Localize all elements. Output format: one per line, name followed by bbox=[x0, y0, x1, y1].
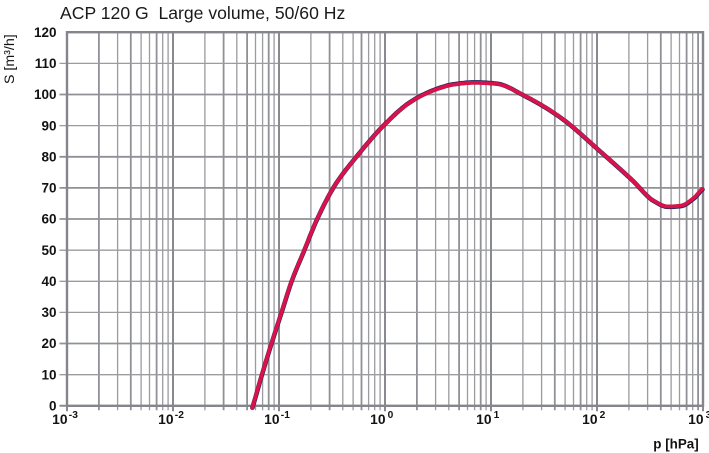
svg-text:80: 80 bbox=[41, 150, 56, 165]
svg-text:20: 20 bbox=[41, 336, 56, 351]
svg-text:p [hPa]: p [hPa] bbox=[653, 437, 698, 452]
svg-text:1: 1 bbox=[494, 410, 500, 421]
svg-text:100: 100 bbox=[34, 87, 57, 102]
svg-text:10: 10 bbox=[688, 412, 704, 427]
svg-text:-3: -3 bbox=[69, 410, 78, 421]
svg-text:90: 90 bbox=[41, 118, 56, 133]
svg-text:10: 10 bbox=[476, 412, 492, 427]
svg-text:10: 10 bbox=[370, 412, 386, 427]
svg-text:10: 10 bbox=[158, 412, 174, 427]
svg-text:ACP 120 G Large volume, 50/60: ACP 120 G Large volume, 50/60 Hz bbox=[60, 3, 345, 23]
svg-text:0: 0 bbox=[49, 399, 57, 414]
svg-text:10: 10 bbox=[41, 367, 56, 382]
svg-text:30: 30 bbox=[41, 305, 56, 320]
svg-text:40: 40 bbox=[41, 274, 56, 289]
svg-text:10: 10 bbox=[264, 412, 280, 427]
svg-text:10: 10 bbox=[52, 412, 68, 427]
svg-text:-2: -2 bbox=[175, 410, 184, 421]
svg-text:0: 0 bbox=[388, 410, 394, 421]
svg-text:120: 120 bbox=[34, 25, 57, 40]
svg-text:3: 3 bbox=[706, 410, 709, 421]
svg-text:S [m³/h]: S [m³/h] bbox=[2, 34, 18, 84]
svg-text:10: 10 bbox=[582, 412, 598, 427]
svg-text:110: 110 bbox=[35, 56, 57, 71]
svg-text:-1: -1 bbox=[281, 410, 290, 421]
svg-text:2: 2 bbox=[600, 410, 606, 421]
svg-text:60: 60 bbox=[41, 212, 56, 227]
svg-text:70: 70 bbox=[41, 181, 56, 196]
svg-text:50: 50 bbox=[41, 243, 56, 258]
